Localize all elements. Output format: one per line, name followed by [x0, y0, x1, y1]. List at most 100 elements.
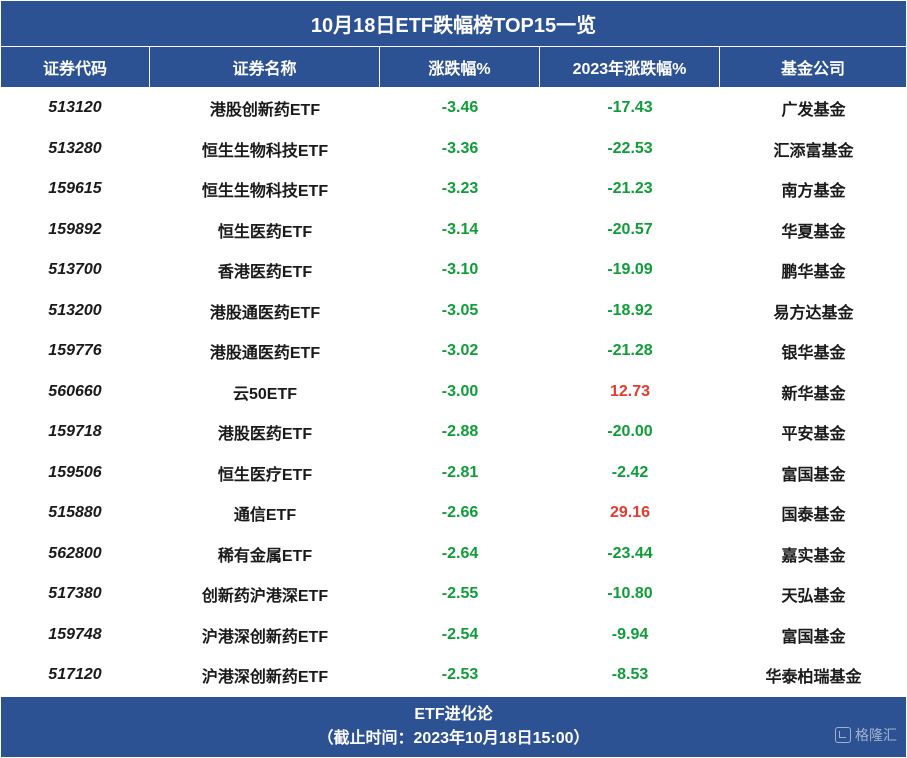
table-row: 562800稀有金属ETF-2.64-23.44嘉实基金 — [0, 534, 907, 575]
cell-ytd: -8.53 — [540, 666, 720, 684]
cell-name: 恒生生物科技ETF — [150, 137, 380, 161]
table-row: 159776港股通医药ETF-3.02-21.28银华基金 — [0, 331, 907, 372]
watermark-text: 格隆汇 — [855, 725, 897, 745]
cell-ytd: -19.09 — [540, 261, 720, 279]
table-row: 513700香港医药ETF-3.10-19.09鹏华基金 — [0, 250, 907, 291]
cell-change: -3.00 — [380, 383, 540, 401]
cell-code: 517120 — [0, 666, 150, 684]
cell-code: 159748 — [0, 626, 150, 644]
cell-company: 南方基金 — [720, 177, 907, 201]
cell-company: 汇添富基金 — [720, 137, 907, 161]
table-title: 10月18日ETF跌幅榜TOP15一览 — [0, 0, 907, 47]
cell-name: 港股医药ETF — [150, 420, 380, 444]
cell-name: 香港医药ETF — [150, 258, 380, 282]
cell-company: 华泰柏瑞基金 — [720, 663, 907, 687]
etf-table-container: 10月18日ETF跌幅榜TOP15一览 证券代码 证券名称 涨跌幅% 2023年… — [0, 0, 907, 758]
table-row: 517120沪港深创新药ETF-2.53-8.53华泰柏瑞基金 — [0, 655, 907, 696]
cell-ytd: -9.94 — [540, 626, 720, 644]
cell-name: 稀有金属ETF — [150, 542, 380, 566]
table-row: 159506恒生医疗ETF-2.81-2.42富国基金 — [0, 453, 907, 494]
header-change: 涨跌幅% — [380, 47, 540, 88]
cell-change: -2.88 — [380, 423, 540, 441]
cell-code: 159615 — [0, 180, 150, 198]
cell-change: -2.66 — [380, 504, 540, 522]
cell-ytd: -22.53 — [540, 140, 720, 158]
cell-ytd: -10.80 — [540, 585, 720, 603]
header-company: 基金公司 — [720, 47, 907, 88]
cell-ytd: -21.28 — [540, 342, 720, 360]
watermark: 格隆汇 — [835, 725, 897, 745]
cell-company: 天弘基金 — [720, 582, 907, 606]
table-body: 513120港股创新药ETF-3.46-17.43广发基金 513280恒生生物科… — [0, 88, 907, 696]
table-row: 517380创新药沪港深ETF-2.55-10.80天弘基金 — [0, 574, 907, 615]
cell-change: -2.64 — [380, 545, 540, 563]
header-ytd: 2023年涨跌幅% — [540, 47, 720, 88]
cell-ytd: 29.16 — [540, 504, 720, 522]
cell-ytd: -20.00 — [540, 423, 720, 441]
cell-company: 华夏基金 — [720, 218, 907, 242]
cell-name: 港股通医药ETF — [150, 339, 380, 363]
table-row: 159748沪港深创新药ETF-2.54-9.94富国基金 — [0, 615, 907, 656]
cell-name: 沪港深创新药ETF — [150, 663, 380, 687]
cell-name: 港股创新药ETF — [150, 96, 380, 120]
header-name: 证券名称 — [150, 47, 380, 88]
cell-change: -3.10 — [380, 261, 540, 279]
table-footer: ETF进化论 （截止时间：2023年10月18日15:00） — [0, 696, 907, 758]
cell-company: 国泰基金 — [720, 501, 907, 525]
cell-code: 513280 — [0, 140, 150, 158]
cell-code: 513120 — [0, 99, 150, 117]
table-header-row: 证券代码 证券名称 涨跌幅% 2023年涨跌幅% 基金公司 — [0, 47, 907, 88]
cell-code: 513700 — [0, 261, 150, 279]
cell-change: -3.14 — [380, 221, 540, 239]
cell-company: 鹏华基金 — [720, 258, 907, 282]
cell-company: 嘉实基金 — [720, 542, 907, 566]
table-row: 560660云50ETF-3.0012.73新华基金 — [0, 372, 907, 413]
cell-company: 银华基金 — [720, 339, 907, 363]
cell-change: -3.23 — [380, 180, 540, 198]
cell-change: -2.53 — [380, 666, 540, 684]
cell-company: 富国基金 — [720, 623, 907, 647]
footer-line2: （截止时间：2023年10月18日15:00） — [1, 727, 906, 751]
cell-code: 159718 — [0, 423, 150, 441]
footer-line1: ETF进化论 — [1, 703, 906, 727]
cell-ytd: -2.42 — [540, 464, 720, 482]
cell-ytd: 12.73 — [540, 383, 720, 401]
cell-name: 通信ETF — [150, 501, 380, 525]
cell-company: 平安基金 — [720, 420, 907, 444]
cell-change: -3.02 — [380, 342, 540, 360]
cell-name: 恒生医药ETF — [150, 218, 380, 242]
cell-code: 562800 — [0, 545, 150, 563]
cell-company: 广发基金 — [720, 96, 907, 120]
cell-company: 易方达基金 — [720, 299, 907, 323]
watermark-icon — [835, 727, 851, 743]
header-code: 证券代码 — [0, 47, 150, 88]
cell-name: 云50ETF — [150, 380, 380, 404]
cell-change: -2.55 — [380, 585, 540, 603]
cell-change: -2.81 — [380, 464, 540, 482]
cell-code: 515880 — [0, 504, 150, 522]
table-row: 513200港股通医药ETF-3.05-18.92易方达基金 — [0, 291, 907, 332]
cell-ytd: -17.43 — [540, 99, 720, 117]
table-row: 513120港股创新药ETF-3.46-17.43广发基金 — [0, 88, 907, 129]
cell-code: 159776 — [0, 342, 150, 360]
cell-name: 创新药沪港深ETF — [150, 582, 380, 606]
table-row: 159892恒生医药ETF-3.14-20.57华夏基金 — [0, 210, 907, 251]
cell-change: -2.54 — [380, 626, 540, 644]
cell-company: 富国基金 — [720, 461, 907, 485]
cell-change: -3.46 — [380, 99, 540, 117]
cell-company: 新华基金 — [720, 380, 907, 404]
cell-change: -3.36 — [380, 140, 540, 158]
table-row: 159615恒生生物科技ETF-3.23-21.23南方基金 — [0, 169, 907, 210]
cell-ytd: -18.92 — [540, 302, 720, 320]
cell-code: 513200 — [0, 302, 150, 320]
cell-name: 恒生医疗ETF — [150, 461, 380, 485]
cell-name: 沪港深创新药ETF — [150, 623, 380, 647]
table-row: 515880通信ETF-2.6629.16国泰基金 — [0, 493, 907, 534]
cell-code: 159506 — [0, 464, 150, 482]
table-row: 159718港股医药ETF-2.88-20.00平安基金 — [0, 412, 907, 453]
cell-name: 港股通医药ETF — [150, 299, 380, 323]
cell-change: -3.05 — [380, 302, 540, 320]
cell-ytd: -20.57 — [540, 221, 720, 239]
cell-code: 560660 — [0, 383, 150, 401]
cell-code: 159892 — [0, 221, 150, 239]
